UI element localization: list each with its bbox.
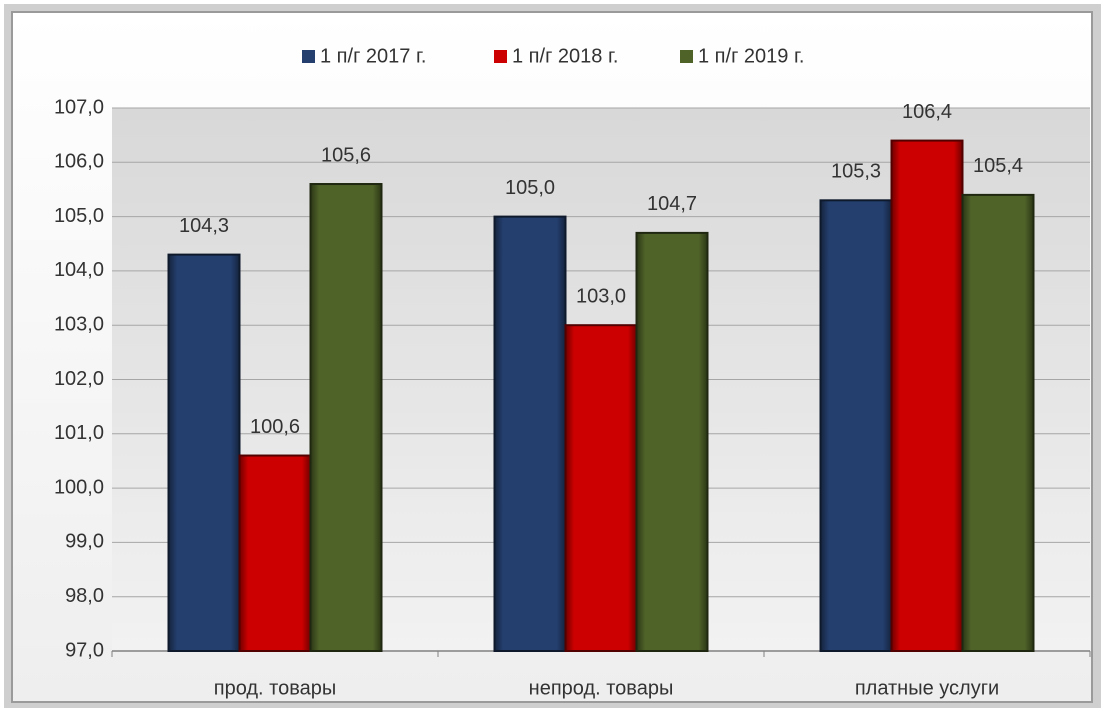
bar — [309, 183, 383, 653]
legend-label: 1 п/г 2018 г. — [512, 45, 618, 67]
y-tick-label: 100,0 — [54, 476, 104, 498]
bar — [167, 253, 241, 653]
y-tick-label: 102,0 — [54, 368, 104, 390]
data-label: 100,6 — [250, 416, 300, 438]
data-label: 105,6 — [321, 144, 371, 166]
data-label: 104,3 — [179, 215, 229, 237]
x-tick-label: прод. товары — [214, 677, 337, 699]
bar — [238, 454, 312, 652]
bar — [635, 231, 709, 652]
y-tick-label: 101,0 — [54, 422, 104, 444]
y-tick-label: 99,0 — [65, 531, 104, 553]
data-label: 105,0 — [505, 177, 555, 199]
legend-marker — [680, 50, 693, 63]
bar — [961, 193, 1035, 652]
legend-label: 1 п/г 2019 г. — [698, 45, 804, 67]
x-tick-label: непрод. товары — [529, 677, 674, 699]
data-label: 103,0 — [576, 285, 626, 307]
legend-marker — [302, 50, 315, 63]
y-tick-label: 106,0 — [54, 151, 104, 173]
bar — [564, 324, 638, 652]
y-tick-label: 103,0 — [54, 313, 104, 335]
data-label: 105,4 — [973, 155, 1023, 177]
data-label: 105,3 — [831, 161, 881, 183]
y-tick-label: 98,0 — [65, 585, 104, 607]
x-tick-label: платные услуги — [855, 677, 999, 699]
bar — [819, 199, 893, 652]
y-tick-label: 104,0 — [54, 259, 104, 281]
bar — [493, 215, 567, 652]
y-tick-label: 105,0 — [54, 205, 104, 227]
data-label: 104,7 — [647, 193, 697, 215]
legend-marker — [494, 50, 507, 63]
legend-label: 1 п/г 2017 г. — [320, 45, 426, 67]
y-tick-label: 97,0 — [65, 639, 104, 661]
data-label: 106,4 — [902, 101, 952, 123]
y-tick-label: 107,0 — [54, 96, 104, 118]
bar — [890, 139, 964, 653]
